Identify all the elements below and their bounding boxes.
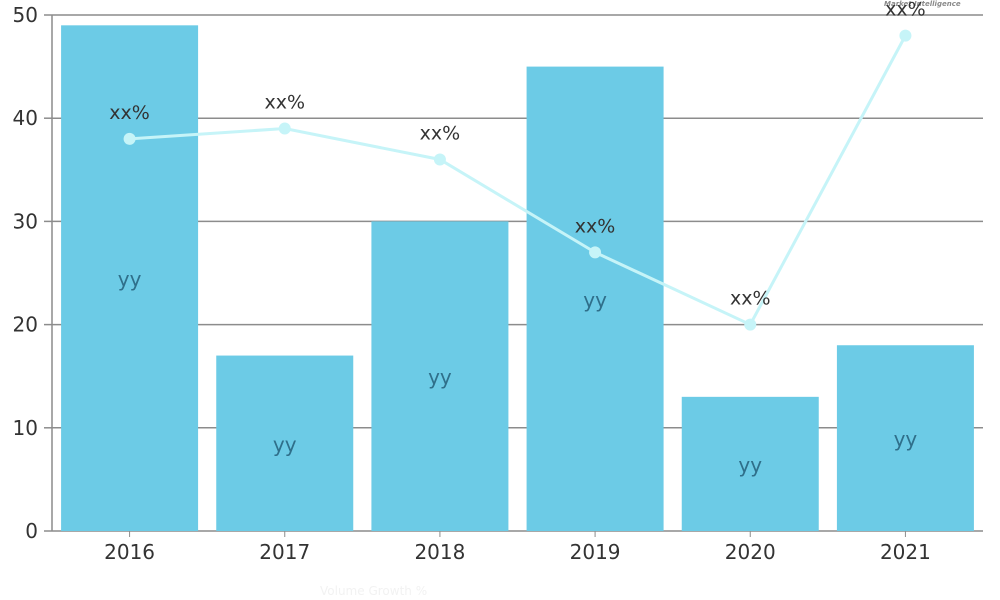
growth-data-label: xx% [730, 288, 771, 310]
y-tick-label: 0 [25, 519, 38, 543]
chart-legend: Volume Growth % [320, 584, 428, 598]
bar-data-label: yy [118, 267, 142, 291]
bar-2019 [526, 66, 664, 531]
growth-marker [433, 153, 446, 166]
bar-data-label: yy [894, 427, 918, 451]
x-tick-label: 2016 [104, 540, 155, 564]
growth-data-label: xx% [264, 92, 305, 114]
x-tick-label: 2017 [259, 540, 310, 564]
y-tick-label: 30 [13, 209, 38, 233]
growth-marker [278, 122, 291, 135]
y-tick-label: 50 [13, 3, 38, 27]
growth-marker [589, 246, 602, 259]
growth-data-label: xx% [420, 122, 461, 144]
bar-data-label: yy [273, 432, 297, 456]
bar-2017 [216, 355, 354, 531]
growth-data-label: xx% [575, 215, 616, 237]
x-tick-label: 2018 [414, 540, 465, 564]
bar-2021 [836, 345, 974, 531]
growth-line [129, 34, 907, 327]
brand-logo-text: Market Intelligence [884, 0, 961, 8]
bar-data-label: yy [583, 288, 607, 312]
bar-2020 [681, 396, 819, 531]
y-tick-label: 40 [13, 106, 38, 130]
y-tick-label: 20 [13, 313, 38, 337]
growth-data-label: xx% [109, 102, 150, 124]
growth-marker [899, 29, 912, 42]
x-tick-label: 2019 [570, 540, 621, 564]
y-tick-label: 10 [13, 416, 38, 440]
x-tick-label: 2021 [880, 540, 931, 564]
bar-data-label: yy [738, 453, 762, 477]
bar-data-label: yy [428, 365, 452, 389]
growth-marker [123, 132, 136, 145]
bar-2016 [61, 25, 199, 531]
x-tick-label: 2020 [725, 540, 776, 564]
growth-marker [744, 318, 757, 331]
growth-data-label: xx% [885, 0, 926, 21]
bar-2018 [371, 221, 509, 531]
